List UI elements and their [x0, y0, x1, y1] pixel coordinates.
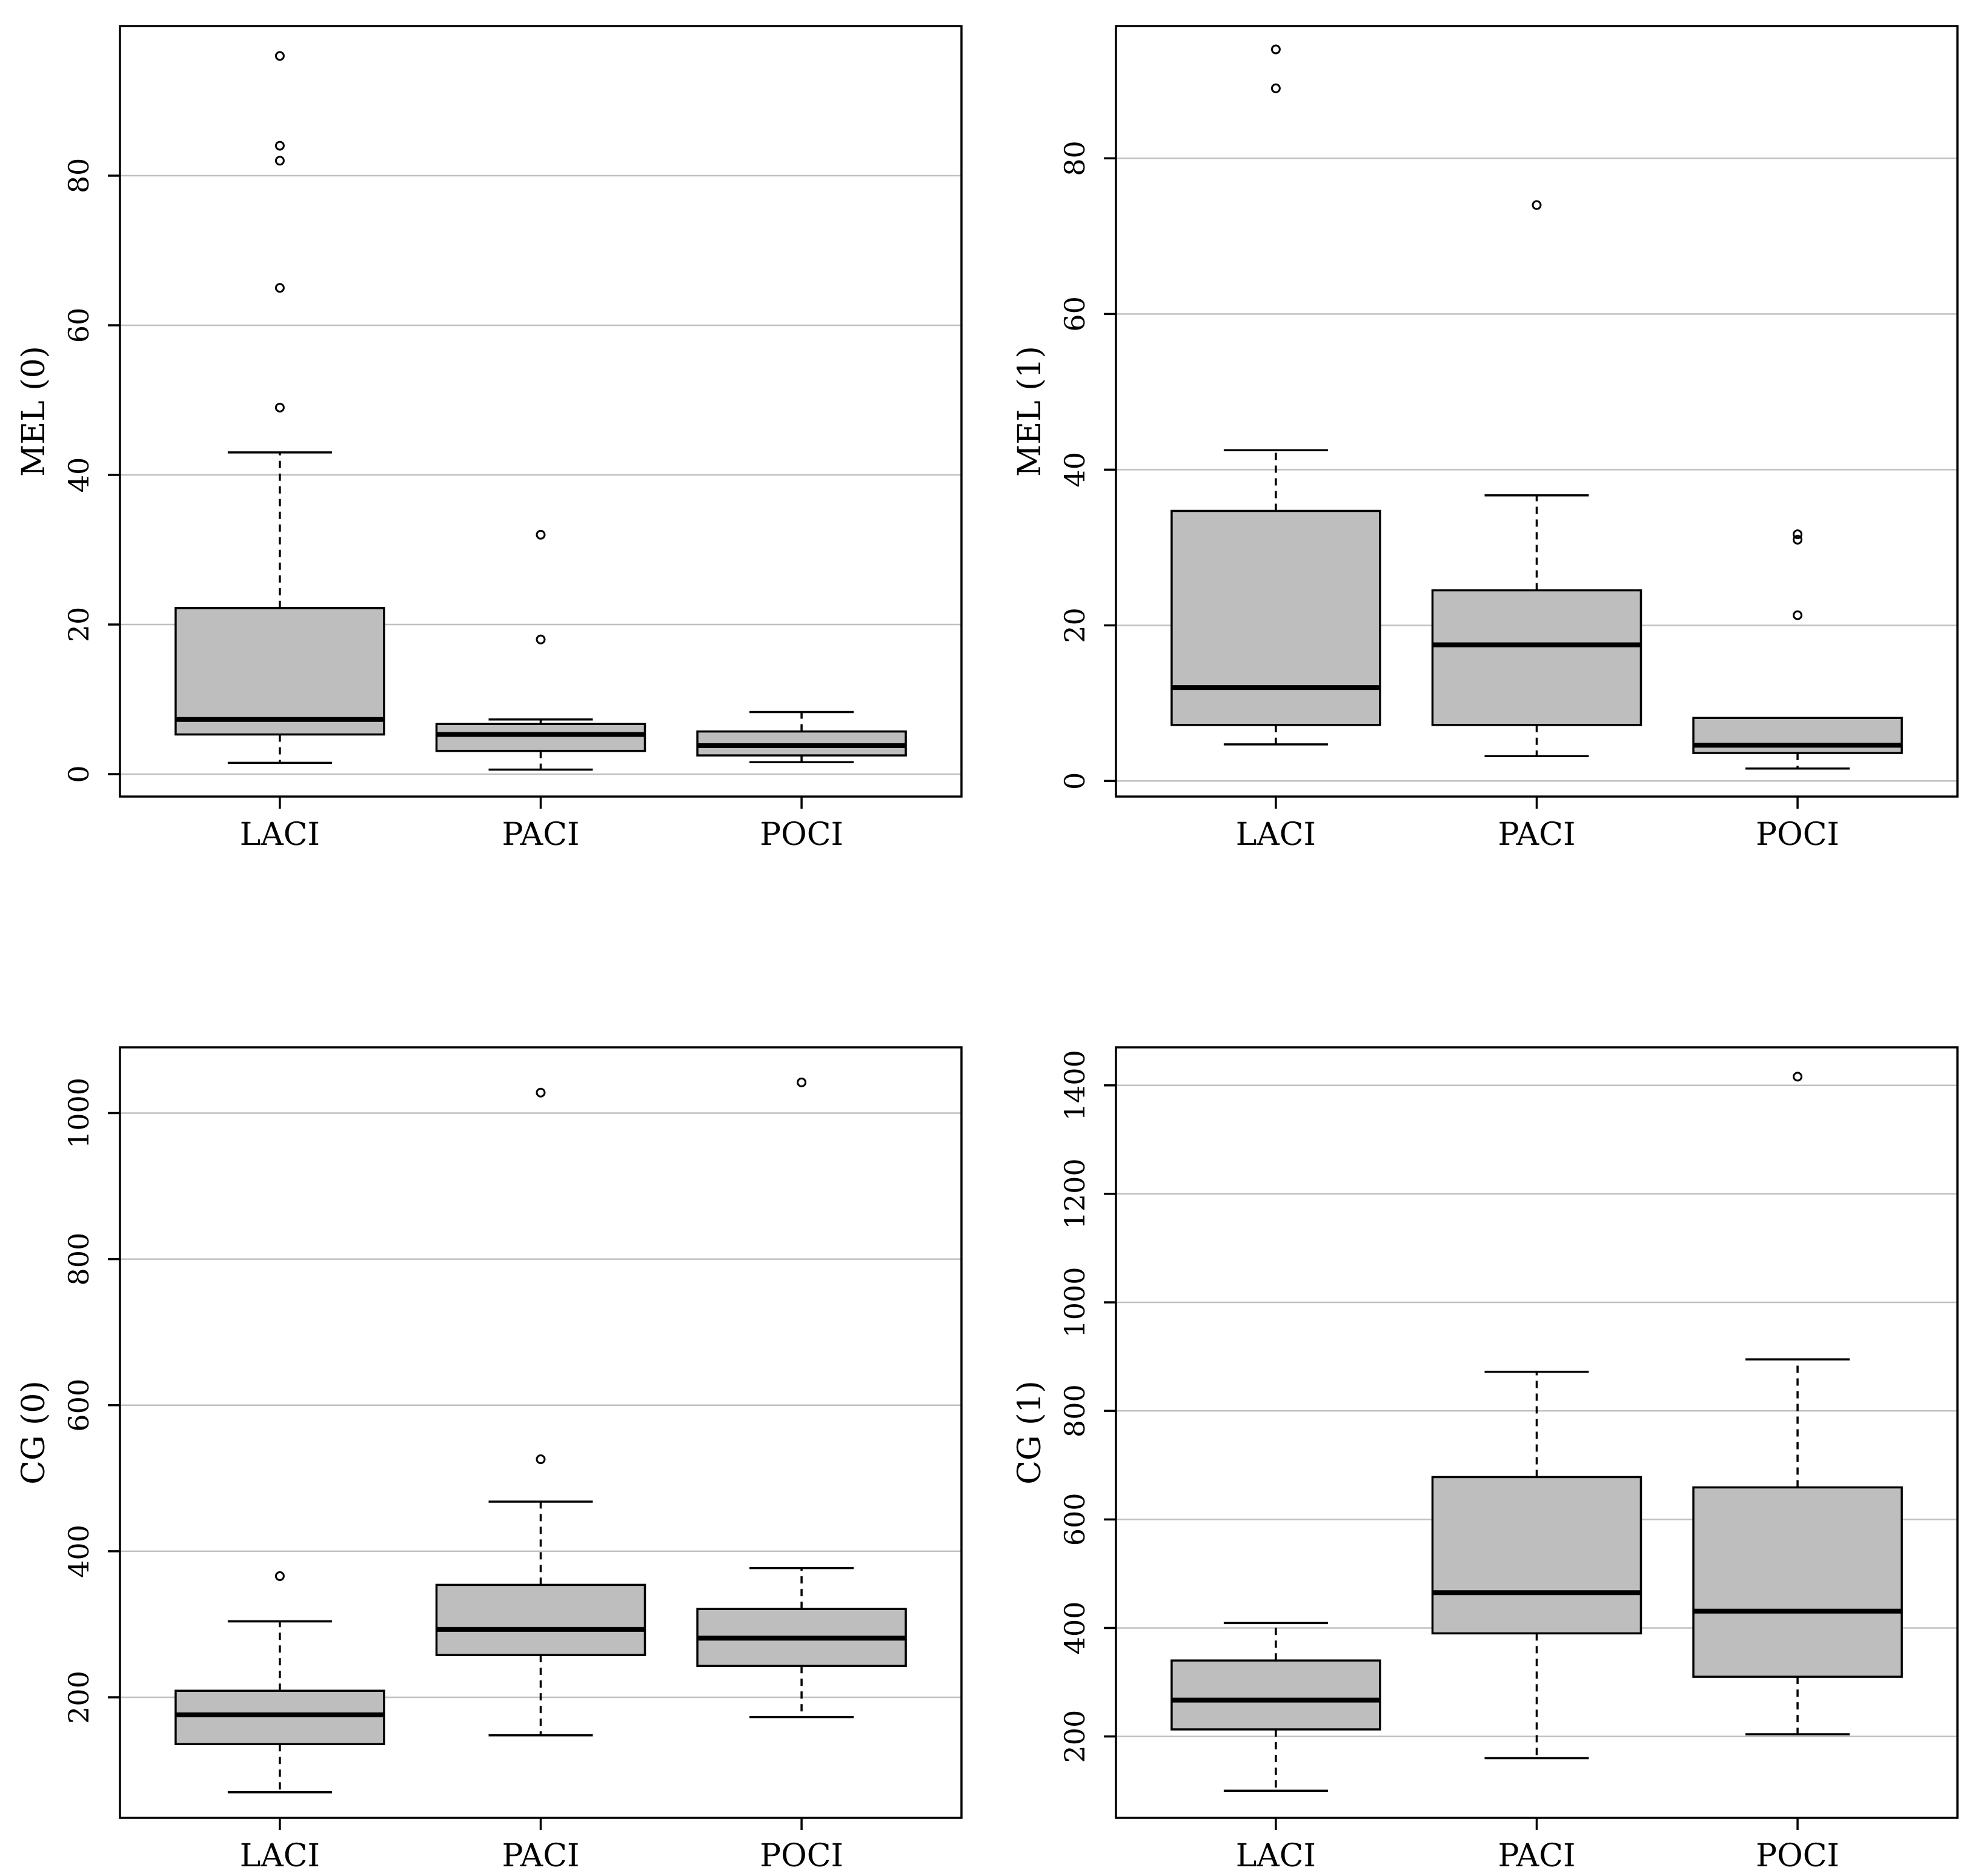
y-axis-label: CG (1): [1012, 1380, 1048, 1485]
y-tick-label: 0: [1058, 772, 1091, 790]
y-tick-label: 800: [62, 1233, 95, 1286]
y-tick-label: 400: [62, 1525, 95, 1578]
y-tick-label: 400: [1058, 1602, 1091, 1655]
outlier-point: [274, 51, 285, 61]
y-tick-label: 40: [62, 457, 95, 493]
outlier-point: [536, 1087, 546, 1098]
outlier-point: [274, 402, 285, 413]
y-tick-label: 20: [62, 607, 95, 643]
box-laci: [1170, 44, 1381, 746]
iqr-box: [1692, 1486, 1903, 1678]
x-tick-label: PACI: [1498, 1838, 1575, 1874]
y-tick-label: 600: [1058, 1493, 1091, 1546]
y-tick-label: 1000: [62, 1078, 95, 1148]
x-tick-label: PACI: [502, 817, 579, 853]
x-tick-label: POCI: [1756, 817, 1839, 853]
y-tick-label: 200: [62, 1671, 95, 1724]
y-tick-label: 0: [62, 765, 95, 783]
outlier-point: [1532, 200, 1542, 210]
y-axis-label: MEL (1): [1012, 346, 1048, 477]
outlier-point: [1793, 1072, 1803, 1082]
y-tick-label: 800: [1058, 1384, 1091, 1437]
iqr-box: [1692, 717, 1903, 754]
outlier-point: [1793, 529, 1803, 540]
x-tick-label: POCI: [760, 817, 843, 853]
y-axis-label: CG (0): [16, 1380, 52, 1485]
outlier-point: [274, 141, 285, 151]
panel-4: 200 400 600 800 1000 1200 1400 LACI PACI POCI CG (…: [1012, 1046, 1959, 1874]
box-poci: [1692, 529, 1903, 770]
y-tick-label: 80: [62, 158, 95, 194]
outlier-point: [797, 1077, 807, 1087]
box-poci: [1692, 1072, 1903, 1735]
y-tick-label: 40: [1058, 452, 1091, 488]
outlier-point: [274, 1571, 285, 1581]
iqr-box: [435, 1583, 646, 1656]
outlier-point: [536, 529, 546, 540]
iqr-box: [1431, 1476, 1642, 1635]
box-poci: [696, 711, 907, 763]
panel-3: 200 400 600 800 1000 LACI PACI POCI CG (0): [16, 1046, 963, 1874]
outlier-point: [536, 1454, 546, 1465]
y-tick-label: 80: [1058, 141, 1091, 176]
outlier-point: [1793, 610, 1803, 620]
box-paci: [1431, 200, 1642, 757]
box-paci: [435, 529, 646, 771]
iqr-box: [174, 1689, 385, 1745]
y-tick-label: 60: [1058, 296, 1091, 332]
x-tick-label: LACI: [240, 817, 320, 853]
iqr-box: [1170, 509, 1381, 726]
box-paci: [1431, 1370, 1642, 1760]
box-laci: [1170, 1622, 1381, 1792]
y-tick-label: 60: [62, 308, 95, 343]
y-axis-label: MEL (0): [16, 346, 52, 477]
box-laci: [174, 1571, 385, 1794]
x-tick-label: LACI: [1236, 1838, 1316, 1874]
y-tick-label: 1000: [1058, 1267, 1091, 1337]
x-tick-label: PACI: [1498, 817, 1575, 853]
outlier-point: [1793, 535, 1803, 545]
y-tick-label: 600: [62, 1379, 95, 1432]
outlier-point: [274, 156, 285, 166]
y-tick-label: 200: [1058, 1710, 1091, 1763]
x-tick-label: PACI: [502, 1838, 579, 1874]
y-tick-label: 1200: [1058, 1158, 1091, 1229]
iqr-box: [1431, 589, 1642, 726]
outlier-point: [536, 634, 546, 645]
outlier-point: [1270, 83, 1281, 93]
x-tick-label: LACI: [1236, 817, 1316, 853]
x-tick-label: POCI: [760, 1838, 843, 1874]
box-laci: [174, 51, 385, 764]
iqr-box: [1170, 1659, 1381, 1731]
y-tick-label: 20: [1058, 608, 1091, 643]
box-paci: [435, 1087, 646, 1737]
y-tick-label: 1400: [1058, 1050, 1091, 1121]
x-tick-label: LACI: [240, 1838, 320, 1874]
iqr-box: [174, 607, 385, 736]
iqr-box: [435, 723, 646, 752]
panel-2: 0 20 40 60 80 LACI PACI POCI MEL (1): [1012, 25, 1959, 853]
box-poci: [696, 1077, 907, 1719]
outlier-point: [1270, 44, 1281, 55]
outlier-point: [274, 283, 285, 293]
panel-1: 0 20 40 60 80 LACI PACI POCI MEL (0): [16, 25, 963, 853]
x-tick-label: POCI: [1756, 1838, 1839, 1874]
